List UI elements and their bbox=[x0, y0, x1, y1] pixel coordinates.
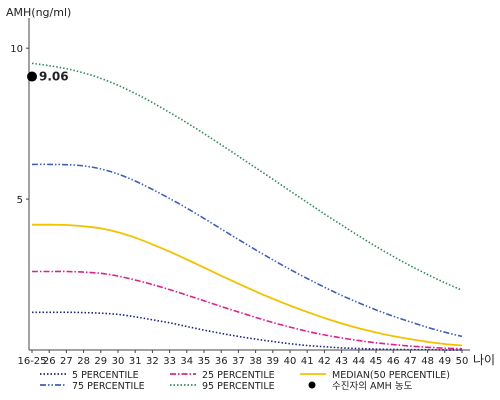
x-tick-label: 31 bbox=[129, 356, 142, 367]
series-line-95-percentile bbox=[31, 62, 463, 291]
x-tick-label: 37 bbox=[232, 356, 245, 367]
x-tick-label: 36 bbox=[215, 356, 228, 367]
x-tick-label: 29 bbox=[94, 356, 107, 367]
x-tick-label: 40 bbox=[284, 356, 297, 367]
y-tick-label: 10 bbox=[10, 44, 23, 55]
legend-label: MEDIAN(50 PERCENTILE) bbox=[332, 370, 450, 381]
x-tick-label: 49 bbox=[438, 356, 451, 367]
y-axis-title: AMH(ng/ml) bbox=[6, 6, 71, 19]
x-tick-label: 39 bbox=[266, 356, 279, 367]
axes bbox=[28, 18, 470, 351]
x-tick-label: 33 bbox=[163, 356, 176, 367]
series-line-5-percentile bbox=[32, 311, 463, 351]
x-tick-label: 27 bbox=[60, 356, 73, 367]
legend-label: 75 PERCENTILE bbox=[72, 381, 145, 392]
x-axis-title: 나이 bbox=[473, 353, 495, 367]
x-tick-label: 35 bbox=[198, 356, 211, 367]
patient-amh-point bbox=[27, 71, 37, 82]
series-line-25-percentile bbox=[31, 270, 463, 350]
x-tick-label: 32 bbox=[146, 356, 159, 367]
patient-marker: 9.06 bbox=[27, 70, 69, 84]
x-tick-label: 50 bbox=[456, 356, 469, 367]
x-tick-label: 45 bbox=[370, 356, 383, 367]
legend-label: 25 PERCENTILE bbox=[202, 370, 275, 381]
x-tick-label: 41 bbox=[301, 356, 314, 367]
x-tick-label: 43 bbox=[335, 356, 348, 367]
x-tick-label: 46 bbox=[387, 356, 400, 367]
x-tick-label: 16-25 bbox=[17, 356, 46, 367]
legend-label: 95 PERCENTILE bbox=[202, 381, 275, 392]
x-tick-label: 30 bbox=[112, 356, 125, 367]
series-line-median-50-percentile bbox=[32, 223, 463, 347]
x-tick-label: 28 bbox=[77, 356, 90, 367]
x-tick-label: 38 bbox=[249, 356, 262, 367]
legend-marker-dot bbox=[308, 381, 316, 389]
y-ticks: 5 10 bbox=[10, 44, 29, 206]
legend-label: 5 PERCENTILE bbox=[72, 370, 139, 381]
y-tick-label: 5 bbox=[17, 195, 23, 206]
x-tick-label: 42 bbox=[318, 356, 331, 367]
x-tick-label: 44 bbox=[352, 356, 365, 367]
patient-amh-value: 9.06 bbox=[39, 70, 69, 84]
legend-label: 수진자의 AMH 농도 bbox=[332, 381, 413, 392]
x-tick-label: 47 bbox=[404, 356, 417, 367]
x-tick-label: 34 bbox=[180, 356, 193, 367]
x-tick-label: 48 bbox=[421, 356, 434, 367]
series-lines bbox=[31, 62, 463, 351]
series-line-75-percentile bbox=[31, 163, 463, 338]
x-tick-label: 26 bbox=[43, 356, 56, 367]
legend: 5 PERCENTILE 25 PERCENTILE MEDIAN(50 PERCE… bbox=[40, 370, 450, 392]
